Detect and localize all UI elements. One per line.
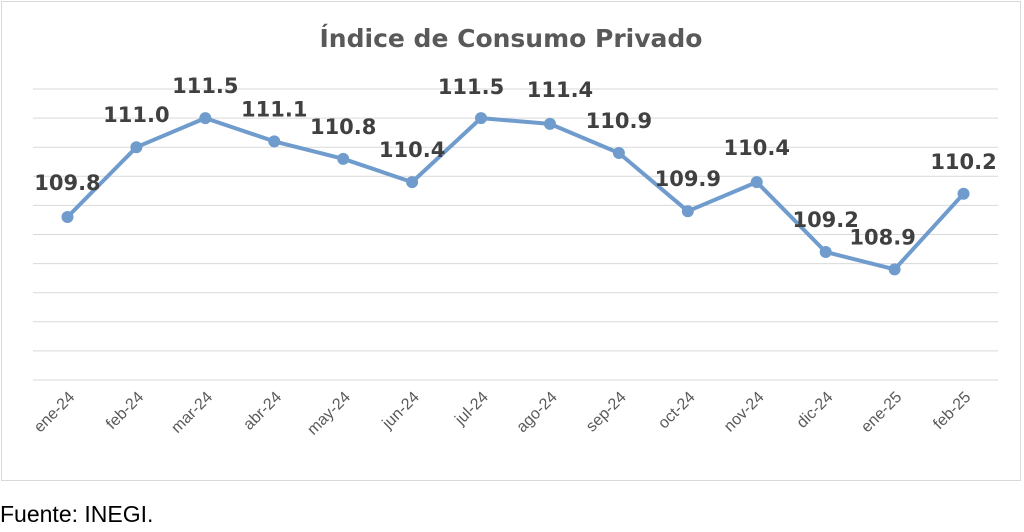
data-label: 111.0 (103, 103, 169, 127)
data-point (61, 211, 74, 224)
x-tick-label: feb-25 (930, 389, 974, 433)
data-label: 110.4 (379, 138, 445, 162)
data-point (199, 112, 212, 125)
x-tick-label: nov-24 (721, 389, 768, 436)
data-point (268, 135, 281, 148)
data-point (543, 117, 556, 130)
data-label: 111.5 (172, 74, 238, 98)
data-label: 110.9 (586, 109, 652, 133)
x-tick-label: oct-24 (655, 389, 699, 433)
data-point (337, 152, 350, 165)
data-label: 110.4 (724, 136, 790, 160)
chart-area (1, 1, 1021, 481)
x-tick-label: mar-24 (168, 389, 216, 437)
data-label: 109.9 (655, 167, 721, 191)
data-label: 109.2 (792, 208, 858, 232)
x-tick-label: ene-25 (858, 389, 905, 436)
x-tick-label: jun-24 (379, 389, 423, 433)
data-label: 111.4 (527, 78, 593, 102)
x-tick-label: abr-24 (240, 389, 285, 434)
data-point (681, 205, 694, 218)
x-tick-label: dic-24 (794, 389, 837, 432)
x-tick-label: may-24 (304, 389, 354, 439)
chart-title: Índice de Consumo Privado (319, 24, 703, 53)
data-label: 109.8 (34, 171, 100, 195)
data-label: 108.9 (849, 225, 915, 249)
x-tick-label: sep-24 (583, 389, 630, 436)
data-point (819, 245, 832, 258)
source-note: Fuente: INEGI. (0, 501, 154, 527)
x-tick-label: ago-24 (514, 389, 561, 436)
data-label: 110.2 (930, 150, 996, 174)
data-point (475, 112, 488, 125)
data-point (130, 141, 143, 154)
data-point (888, 263, 901, 276)
series-line (65, 116, 966, 272)
x-tick-label: jul-24 (451, 389, 491, 429)
x-tick-label: feb-24 (103, 389, 147, 433)
data-label: 110.8 (310, 115, 376, 139)
data-label: 111.1 (241, 97, 307, 121)
data-point (957, 187, 970, 200)
data-point (406, 176, 419, 189)
data-point (750, 176, 763, 189)
data-point (612, 147, 625, 160)
data-label: 111.5 (438, 75, 504, 99)
x-tick-label: ene-24 (31, 389, 78, 436)
